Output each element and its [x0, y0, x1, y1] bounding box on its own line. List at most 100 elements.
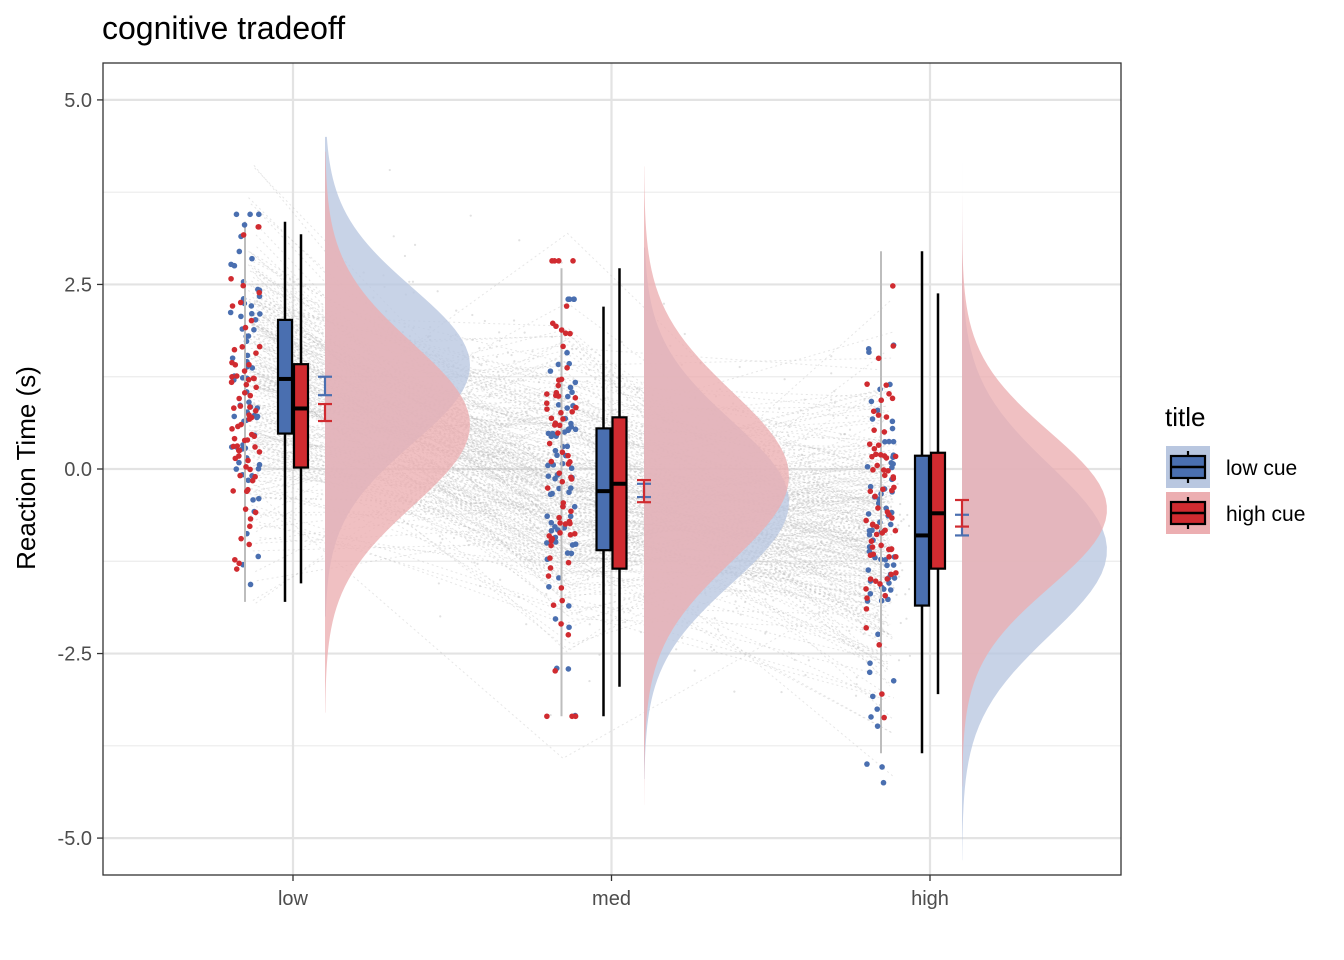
gray-point [506, 351, 509, 354]
raw-point [864, 595, 870, 601]
subject-line [255, 374, 888, 596]
raw-point [244, 352, 251, 359]
gray-point [789, 519, 793, 522]
gray-point [574, 473, 577, 476]
gray-point [839, 522, 843, 525]
raw-point [231, 346, 238, 353]
gray-point [824, 610, 827, 613]
raw-point [872, 493, 878, 500]
gray-point [809, 465, 812, 468]
gray-point [804, 529, 807, 532]
gray-point [798, 501, 802, 505]
gray-point [875, 472, 879, 475]
gray-point [843, 433, 847, 436]
gray-point [839, 433, 842, 436]
raw-point [875, 412, 882, 418]
gray-point [799, 461, 802, 465]
gray-point [829, 544, 832, 547]
raw-point [889, 395, 896, 402]
gray-point [436, 290, 439, 293]
gray-point [856, 500, 859, 503]
gray-point [639, 630, 643, 634]
raw-point [227, 309, 234, 316]
gray-point [862, 508, 865, 511]
raw-point [230, 443, 237, 450]
gray-point [462, 468, 465, 471]
raw-point [247, 211, 253, 218]
raw-point [232, 556, 238, 563]
gray-point [557, 369, 561, 372]
gray-point [765, 630, 768, 633]
subject-line [254, 385, 888, 559]
raw-point [879, 691, 885, 697]
raw-point [559, 597, 566, 604]
subject-line [253, 402, 884, 700]
raw-point [568, 550, 575, 557]
gray-point [511, 380, 514, 383]
gray-point [584, 505, 587, 509]
subject-line [248, 300, 888, 634]
gray-point [472, 371, 475, 374]
raw-point [233, 566, 240, 572]
raw-point [872, 578, 879, 584]
gray-point [519, 493, 522, 496]
raw-point [572, 395, 579, 401]
gray-point [552, 398, 555, 401]
gray-point [516, 476, 519, 479]
raw-point [552, 616, 559, 622]
raw-point [247, 523, 253, 530]
gray-point [861, 628, 864, 631]
raw-point [890, 283, 896, 289]
gray-point [588, 488, 592, 491]
gray-point [525, 623, 528, 626]
gray-point [843, 547, 846, 551]
gray-point [894, 443, 897, 446]
gray-point [811, 446, 814, 449]
gray-point [488, 483, 491, 486]
gray-point [858, 583, 861, 586]
raw-point [544, 391, 550, 397]
raw-point [887, 521, 894, 528]
gray-point [510, 353, 513, 357]
gray-point [896, 482, 899, 486]
raw-point [236, 459, 242, 466]
gray-point [762, 586, 765, 589]
gray-point [804, 673, 807, 677]
gray-point [857, 619, 860, 622]
gray-point [782, 571, 786, 574]
raw-point [568, 508, 574, 515]
raw-point [863, 517, 869, 524]
raw-point [864, 761, 870, 767]
gray-point [635, 461, 638, 464]
gray-point [469, 214, 472, 217]
gray-point [569, 501, 573, 504]
gray-point [865, 496, 869, 499]
legend-label: low cue [1226, 457, 1297, 480]
raw-point [255, 553, 262, 560]
raw-point [248, 317, 255, 324]
gray-point [899, 502, 902, 506]
gray-point [518, 491, 521, 494]
raw-point [873, 451, 879, 458]
gray-point [502, 412, 505, 416]
gray-point [565, 469, 568, 472]
subject-line [255, 382, 890, 604]
gray-point [487, 456, 490, 459]
raw-point [880, 779, 887, 786]
raw-point [874, 706, 881, 712]
gray-point [512, 319, 516, 322]
raw-point [880, 467, 887, 473]
gray-point [823, 523, 826, 527]
gray-point [862, 570, 865, 573]
gray-point [875, 611, 878, 615]
gray-point [902, 518, 905, 521]
raw-point [867, 483, 874, 490]
gray-point [764, 598, 767, 601]
gray-point [735, 607, 738, 610]
raw-point [231, 405, 237, 411]
raw-point [231, 262, 238, 269]
raw-point [567, 330, 573, 337]
raw-point [569, 542, 576, 548]
raw-point [567, 459, 573, 465]
gray-point [588, 623, 591, 626]
